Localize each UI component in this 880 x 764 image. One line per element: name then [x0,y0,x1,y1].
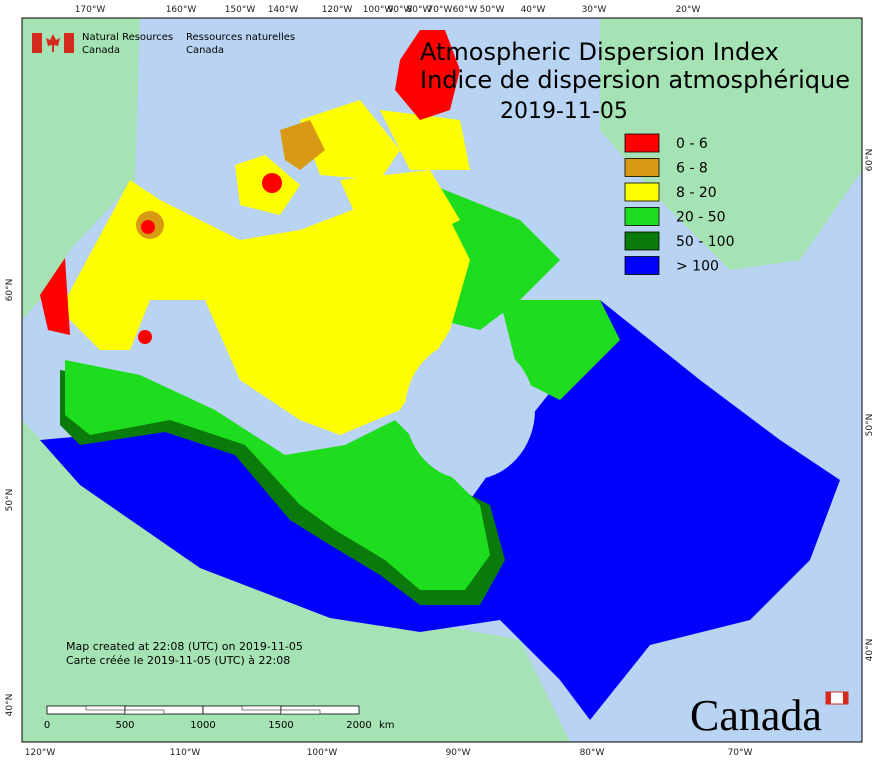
wordmark-flag-bar [826,692,831,704]
longitude-label: 120°W [25,748,56,758]
legend-label: 6 - 8 [676,161,708,177]
region-0-6-spot [262,173,282,193]
region-20-50-east [420,180,620,400]
greenland [600,18,862,270]
header-logo: Natural Resources Canada Ressources natu… [32,32,295,56]
longitude-label: 20°W [676,5,701,15]
longitude-label: 150°W [225,5,256,15]
scale-label: 1500 [268,720,293,731]
longitude-label: 170°W [75,5,106,15]
legend-swatch [624,207,660,226]
region-20-50 [65,360,490,590]
scale-label: 500 [115,720,134,731]
region-0-6-spot [141,220,155,234]
legend-swatch [624,231,660,251]
longitude-label: 100°W [363,5,394,15]
legend: 0 - 6 6 - 8 8 - 20 20 - 50 50 - 100 > 100 [624,133,735,275]
legend-swatch [624,133,660,153]
map-frame [21,17,863,743]
created-fr: Carte créée le 2019-11-05 (UTC) à 22:08 [66,654,290,667]
alaska [22,18,140,320]
scale-segment-half [280,709,321,715]
legend-swatch [624,158,660,177]
agency-fr: Ressources naturelles [186,32,295,43]
longitude-label: 60°W [453,5,478,15]
legend-label: 0 - 6 [676,136,708,152]
region-0-6-alaska [40,258,70,335]
agency-en: Natural Resources [82,32,173,43]
latitude-label: 60°N [865,149,875,172]
hudson-bay [405,340,535,480]
longitude-label: 120°W [322,5,353,15]
scale-unit: km [379,720,395,731]
longitude-label: 50°W [480,5,505,15]
latitude-label: 60°N [5,279,15,302]
longitude-label: 80°W [407,5,432,15]
latitude-label: 50°N [865,414,875,437]
title: Atmospheric Dispersion Index [420,38,779,66]
scale-segment-half [85,705,126,711]
region-0-6-spot [138,330,152,344]
legend-swatch [624,256,660,275]
wordmark: Canada [690,691,822,740]
longitude-label: 80°W [580,748,605,758]
wordmark-group: Canada [690,691,849,740]
longitude-label: 70°W [428,5,453,15]
flag-bar [64,33,74,53]
map-area [21,17,863,743]
arctic-islands [235,100,470,240]
longitude-label: 140°W [268,5,299,15]
legend-label: 20 - 50 [676,210,726,226]
date: 2019-11-05 [500,99,628,124]
legend-label: 50 - 100 [676,234,735,250]
longitude-label: 40°W [521,5,546,15]
legend-label: > 100 [676,259,719,275]
scale-label: 1000 [190,720,215,731]
title: Indice de dispersion atmosphérique [420,66,850,94]
flag-leaf [46,34,60,52]
region-8-20 [60,180,470,435]
created-en: Map created at 22:08 (UTC) on 2019-11-05 [66,640,303,653]
scale-label: 0 [44,720,50,731]
agency-fr: Canada [186,45,224,56]
longitude-label: 100°W [307,748,338,758]
scale-label: 2000 [346,720,371,731]
longitude-label: 30°W [582,5,607,15]
scale-segment-half [124,709,165,715]
region-over-100 [40,300,840,720]
region-0-6 [395,30,460,120]
longitude-label: 160°W [166,5,197,15]
latitude-label: 40°N [865,639,875,662]
wordmark-flag-bar [843,692,848,704]
longitude-label: 90°W [388,5,413,15]
latitude-label: 50°N [5,489,15,512]
latitude-label: 40°N [5,694,15,717]
scale-bar: 0 500 1000 1500 2000 km [44,705,395,731]
longitude-label: 70°W [728,748,753,758]
region-6-8 [280,120,325,170]
scale-segment-half [241,705,282,711]
graticule-labels: 170°W 160°W 150°W 140°W 120°W 100°W90°W80°W70… [5,5,875,758]
flag-bar [32,33,42,53]
usa [22,420,570,742]
longitude-label: 110°W [170,748,201,758]
agency-en: Canada [82,45,120,56]
legend-swatch [624,182,660,202]
longitude-label: 90°W [446,748,471,758]
legend-label: 8 - 20 [676,185,717,201]
